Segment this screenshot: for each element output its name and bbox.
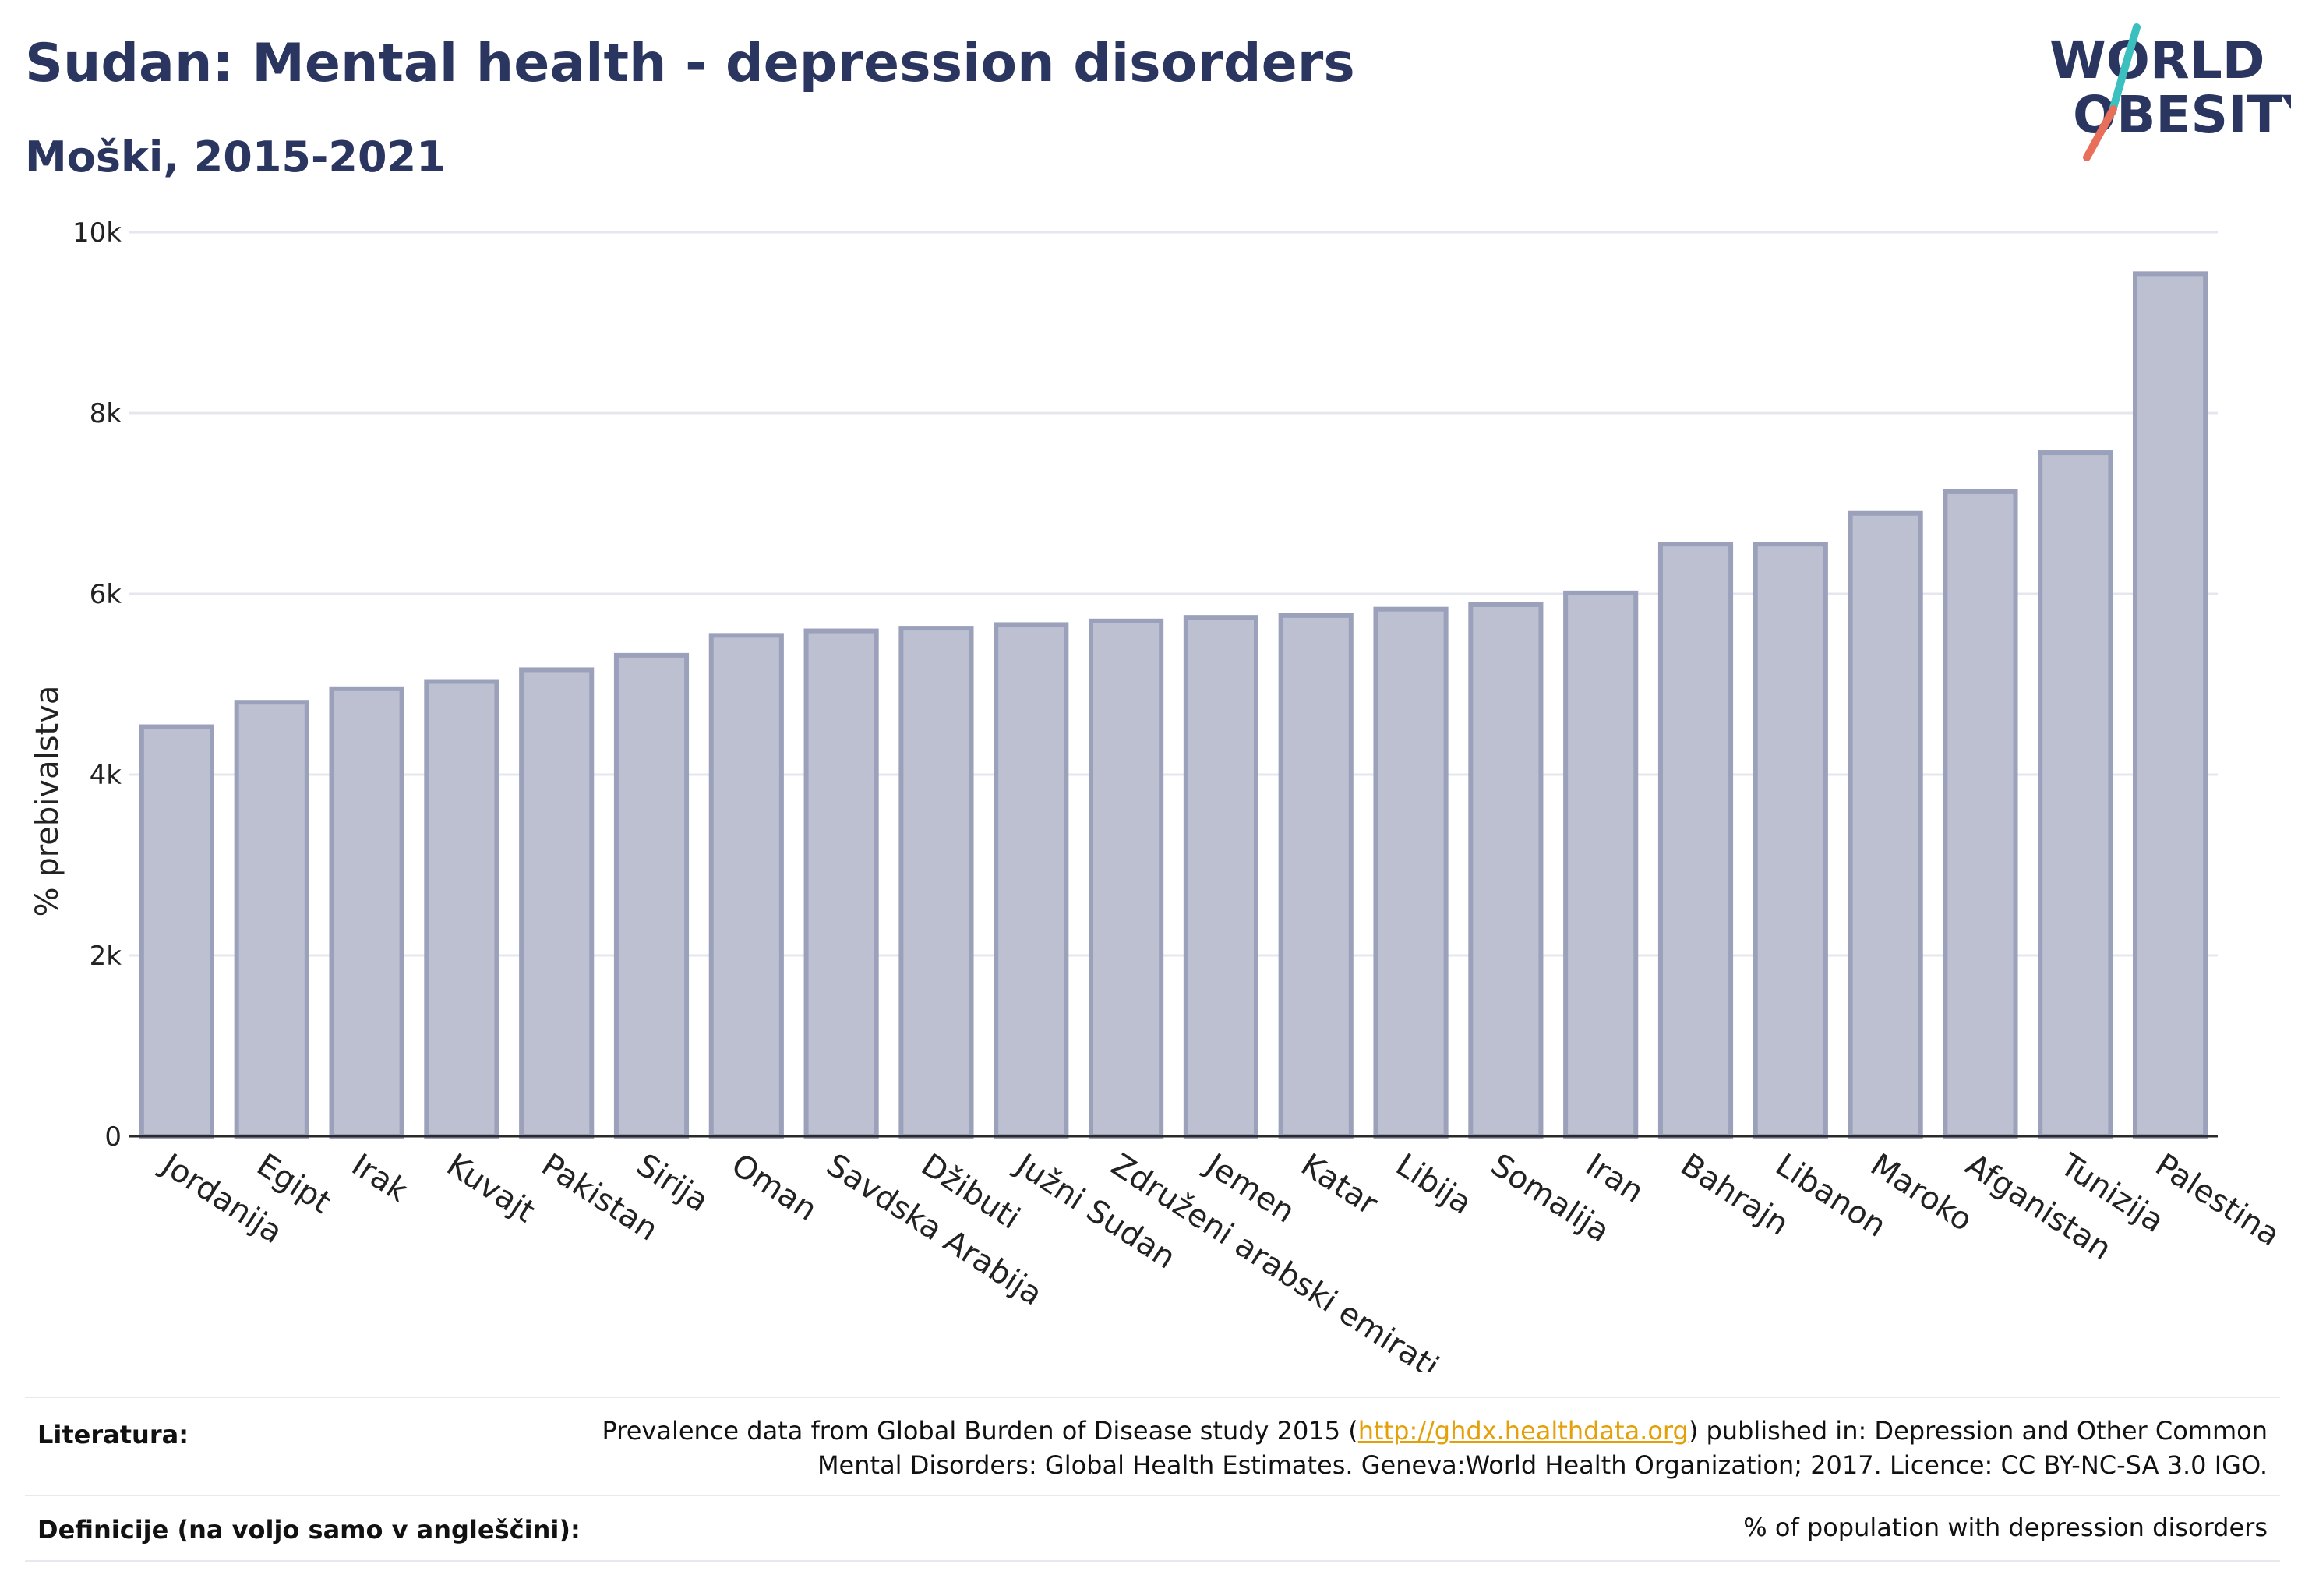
sources-text: Prevalence data from Global Burden of Di… xyxy=(602,1414,2268,1482)
sources-link[interactable]: http://ghdx.healthdata.org xyxy=(1357,1416,1689,1446)
footer-divider-bottom xyxy=(25,1560,2280,1562)
definitions-label: Definicije (na voljo samo v angleščini): xyxy=(37,1515,581,1545)
y-tick-label: 10k xyxy=(72,217,122,249)
logo-text-world: WORLD xyxy=(2049,30,2265,90)
bar[interactable] xyxy=(329,686,404,1139)
bar[interactable] xyxy=(1183,615,1258,1139)
footer-divider-middle xyxy=(25,1495,2280,1496)
bar[interactable] xyxy=(234,700,309,1139)
bar[interactable] xyxy=(139,724,214,1139)
bar[interactable] xyxy=(1468,602,1544,1139)
definitions-text: % of population with depression disorder… xyxy=(1743,1513,2268,1542)
bar[interactable] xyxy=(1753,542,1828,1139)
bar[interactable] xyxy=(1943,489,2018,1139)
bar[interactable] xyxy=(613,652,690,1139)
y-tick-label: 0 xyxy=(104,1121,122,1153)
x-tick-label: Južni Sudan xyxy=(1008,1146,1181,1276)
bar[interactable] xyxy=(1848,510,1923,1139)
y-tick-label: 4k xyxy=(90,760,122,791)
x-tick-label: Oman xyxy=(725,1147,823,1228)
bar[interactable] xyxy=(1373,606,1449,1139)
page-title: Sudan: Mental health - depression disord… xyxy=(25,33,1355,94)
x-tick-label: Irak xyxy=(345,1147,415,1209)
definitions-row: Definicije (na voljo samo v angleščini):… xyxy=(25,1495,2280,1560)
page-subtitle: Moški, 2015-2021 xyxy=(25,132,446,182)
x-tick-label: Kuvajt xyxy=(440,1147,542,1230)
bar[interactable] xyxy=(1657,542,1734,1139)
logo-slash-coral xyxy=(2083,105,2117,161)
logo-slash-teal xyxy=(2108,23,2141,117)
bar[interactable] xyxy=(424,679,499,1139)
bar[interactable] xyxy=(803,628,879,1139)
x-tick-label: Palestina xyxy=(2149,1147,2286,1254)
bar[interactable] xyxy=(1563,590,1639,1139)
x-tick-label: Libija xyxy=(1389,1147,1478,1222)
bar[interactable] xyxy=(2038,450,2113,1139)
bar[interactable] xyxy=(994,622,1069,1139)
x-tick-label: Bahrajn xyxy=(1675,1147,1795,1243)
footer-divider-top xyxy=(25,1396,2280,1398)
y-tick-label: 8k xyxy=(90,398,122,429)
sources-text-line2: Mental Disorders: Global Health Estimate… xyxy=(817,1450,2268,1480)
sources-row: Literatura: Prevalence data from Global … xyxy=(25,1396,2280,1495)
y-tick-label: 6k xyxy=(90,579,122,610)
x-tick-label: Katar xyxy=(1294,1147,1384,1223)
bar[interactable] xyxy=(2133,271,2208,1139)
bar[interactable] xyxy=(519,667,595,1139)
bar[interactable] xyxy=(1278,613,1354,1139)
y-axis-title: % prebivalstva xyxy=(30,686,65,917)
world-obesity-logo[interactable]: WORLD OBESITY xyxy=(2026,23,2291,171)
sources-text-before: Prevalence data from Global Burden of Di… xyxy=(602,1416,1358,1446)
y-axis-ticks: 0 2k 4k 6k 8k 10k xyxy=(72,217,122,1153)
bar[interactable] xyxy=(898,626,974,1139)
bar[interactable] xyxy=(1089,618,1164,1139)
bars xyxy=(139,271,2208,1139)
sources-label: Literatura: xyxy=(37,1420,189,1449)
x-tick-label: Iran xyxy=(1580,1147,1650,1210)
y-tick-label: 2k xyxy=(90,941,122,972)
sources-text-after: ) published in: Depression and Other Com… xyxy=(1688,1416,2268,1446)
bar[interactable] xyxy=(708,633,784,1139)
